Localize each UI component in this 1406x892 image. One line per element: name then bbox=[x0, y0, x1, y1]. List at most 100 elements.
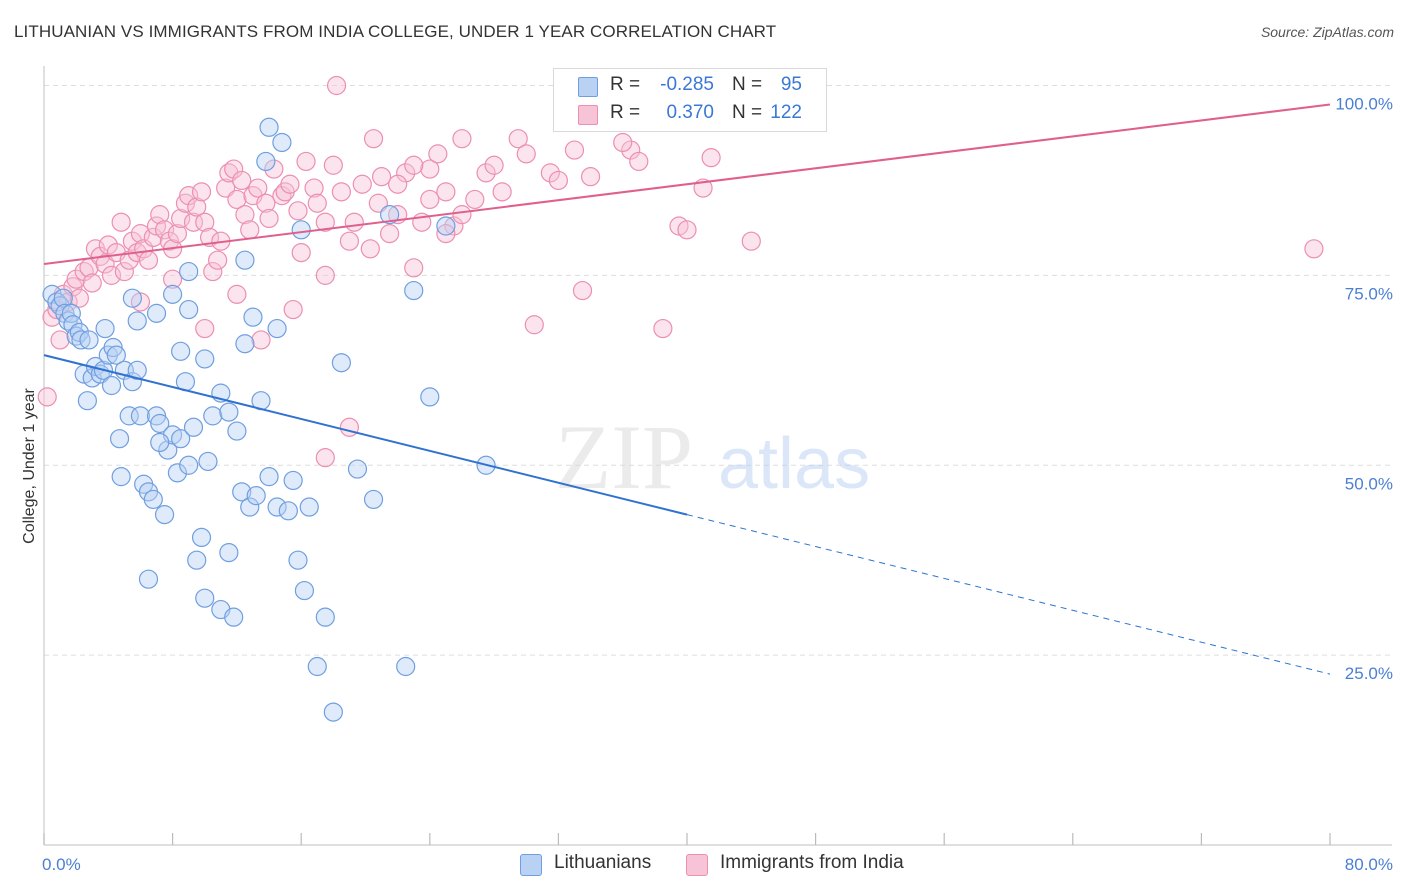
data-point-india bbox=[187, 197, 207, 217]
data-point-india bbox=[138, 250, 159, 270]
source-label: Source: ZipAtlas.com bbox=[1260, 24, 1394, 40]
data-point-lithuanians bbox=[219, 402, 239, 422]
y-tick-label: 75.0% bbox=[1345, 284, 1393, 303]
data-point-india bbox=[259, 208, 279, 229]
data-point-lithuanians bbox=[163, 284, 183, 304]
data-point-india bbox=[580, 167, 601, 187]
data-point-india bbox=[420, 189, 440, 210]
data-point-india bbox=[288, 201, 308, 221]
data-point-india bbox=[224, 159, 244, 179]
data-point-lithuanians bbox=[101, 375, 122, 396]
data-point-india bbox=[363, 129, 384, 149]
data-point-india bbox=[613, 132, 633, 153]
data-point-india bbox=[227, 189, 247, 210]
data-point-india bbox=[701, 148, 721, 168]
data-point-india bbox=[183, 212, 204, 232]
data-point-india bbox=[436, 224, 456, 244]
data-point-india bbox=[492, 182, 512, 202]
legend-row-india: R = 0.370 N = 122 bbox=[554, 101, 826, 127]
data-point-lithuanians bbox=[150, 432, 170, 453]
data-point-india bbox=[272, 186, 292, 206]
data-point-india bbox=[323, 155, 343, 175]
data-point-india bbox=[315, 265, 335, 285]
data-point-india bbox=[1304, 239, 1324, 259]
data-point-india bbox=[143, 227, 163, 248]
data-point-india bbox=[227, 284, 247, 304]
tick-labels: 25.0% 50.0% 75.0% 100.0% 0.0% 80.0% bbox=[42, 95, 1393, 874]
data-point-india bbox=[195, 212, 215, 232]
data-point-india bbox=[203, 261, 223, 282]
data-point-india bbox=[111, 212, 131, 232]
data-point-india bbox=[344, 212, 364, 232]
x-tick-label: 0.0% bbox=[42, 855, 81, 874]
data-point-india bbox=[388, 174, 408, 194]
data-point-india bbox=[171, 208, 191, 229]
data-point-lithuanians bbox=[138, 569, 159, 589]
data-point-lithuanians bbox=[95, 318, 115, 339]
data-point-lithuanians bbox=[272, 132, 292, 153]
data-point-lithuanians bbox=[203, 406, 223, 426]
data-point-india bbox=[326, 75, 347, 96]
data-point-lithuanians bbox=[259, 467, 279, 487]
data-point-lithuanians bbox=[130, 406, 151, 426]
legend-n-label: N = bbox=[732, 74, 763, 95]
data-point-lithuanians bbox=[122, 288, 143, 308]
data-point-india bbox=[371, 167, 392, 187]
chart-title: LITHUANIAN VS IMMIGRANTS FROM INDIA COLL… bbox=[14, 22, 777, 41]
data-point-lithuanians bbox=[219, 542, 239, 563]
data-point-india bbox=[452, 205, 472, 225]
data-point-lithuanians bbox=[53, 288, 73, 308]
data-point-lithuanians bbox=[291, 220, 311, 240]
data-point-india bbox=[119, 250, 139, 270]
data-point-lithuanians bbox=[179, 299, 199, 320]
correlation-legend: R = -0.285 N = 95 R = 0.370 N = 122 bbox=[553, 68, 827, 132]
gridlines bbox=[44, 85, 1392, 656]
data-point-lithuanians bbox=[331, 353, 351, 373]
data-point-india bbox=[264, 159, 284, 179]
data-point-india bbox=[154, 220, 175, 240]
data-point-india bbox=[677, 220, 697, 240]
data-point-lithuanians bbox=[191, 527, 212, 548]
data-point-lithuanians bbox=[232, 482, 252, 502]
data-point-lithuanians bbox=[436, 216, 456, 236]
data-point-lithuanians bbox=[150, 413, 170, 434]
data-point-india bbox=[130, 224, 151, 244]
axes bbox=[43, 66, 1392, 846]
data-point-india bbox=[191, 182, 212, 202]
data-point-india bbox=[572, 280, 593, 301]
data-point-india bbox=[179, 186, 199, 206]
data-point-india bbox=[444, 216, 464, 236]
data-point-india bbox=[368, 193, 388, 213]
data-point-india bbox=[235, 205, 255, 225]
data-point-india bbox=[122, 231, 143, 251]
data-point-lithuanians bbox=[127, 360, 147, 380]
data-point-india bbox=[240, 220, 260, 240]
data-point-india bbox=[331, 182, 351, 202]
data-point-india bbox=[339, 417, 360, 437]
data-point-india bbox=[280, 174, 300, 194]
data-point-lithuanians bbox=[227, 421, 247, 441]
data-point-lithuanians bbox=[109, 429, 130, 449]
data-point-lithuanians bbox=[77, 391, 98, 411]
watermark-zip: ZIP bbox=[555, 406, 693, 508]
data-point-india bbox=[621, 140, 641, 160]
data-point-india bbox=[524, 315, 544, 335]
data-point-lithuanians bbox=[195, 349, 215, 369]
data-point-india bbox=[304, 178, 324, 198]
data-point-lithuanians bbox=[167, 463, 188, 483]
data-point-lithuanians bbox=[363, 489, 384, 510]
data-point-india bbox=[251, 330, 271, 350]
data-point-india bbox=[339, 231, 360, 251]
data-point-lithuanians bbox=[71, 330, 91, 350]
data-point-india bbox=[98, 235, 118, 255]
data-point-india bbox=[208, 250, 228, 270]
legend-r-label: R = bbox=[610, 102, 641, 123]
data-point-india bbox=[82, 273, 102, 293]
series-legend: Lithuanians Immigrants from India bbox=[520, 852, 940, 878]
data-point-lithuanians bbox=[171, 341, 191, 361]
data-point-lithuanians bbox=[195, 588, 215, 608]
data-point-lithuanians bbox=[315, 607, 335, 627]
data-point-lithuanians bbox=[288, 550, 308, 570]
data-point-india bbox=[37, 387, 57, 407]
